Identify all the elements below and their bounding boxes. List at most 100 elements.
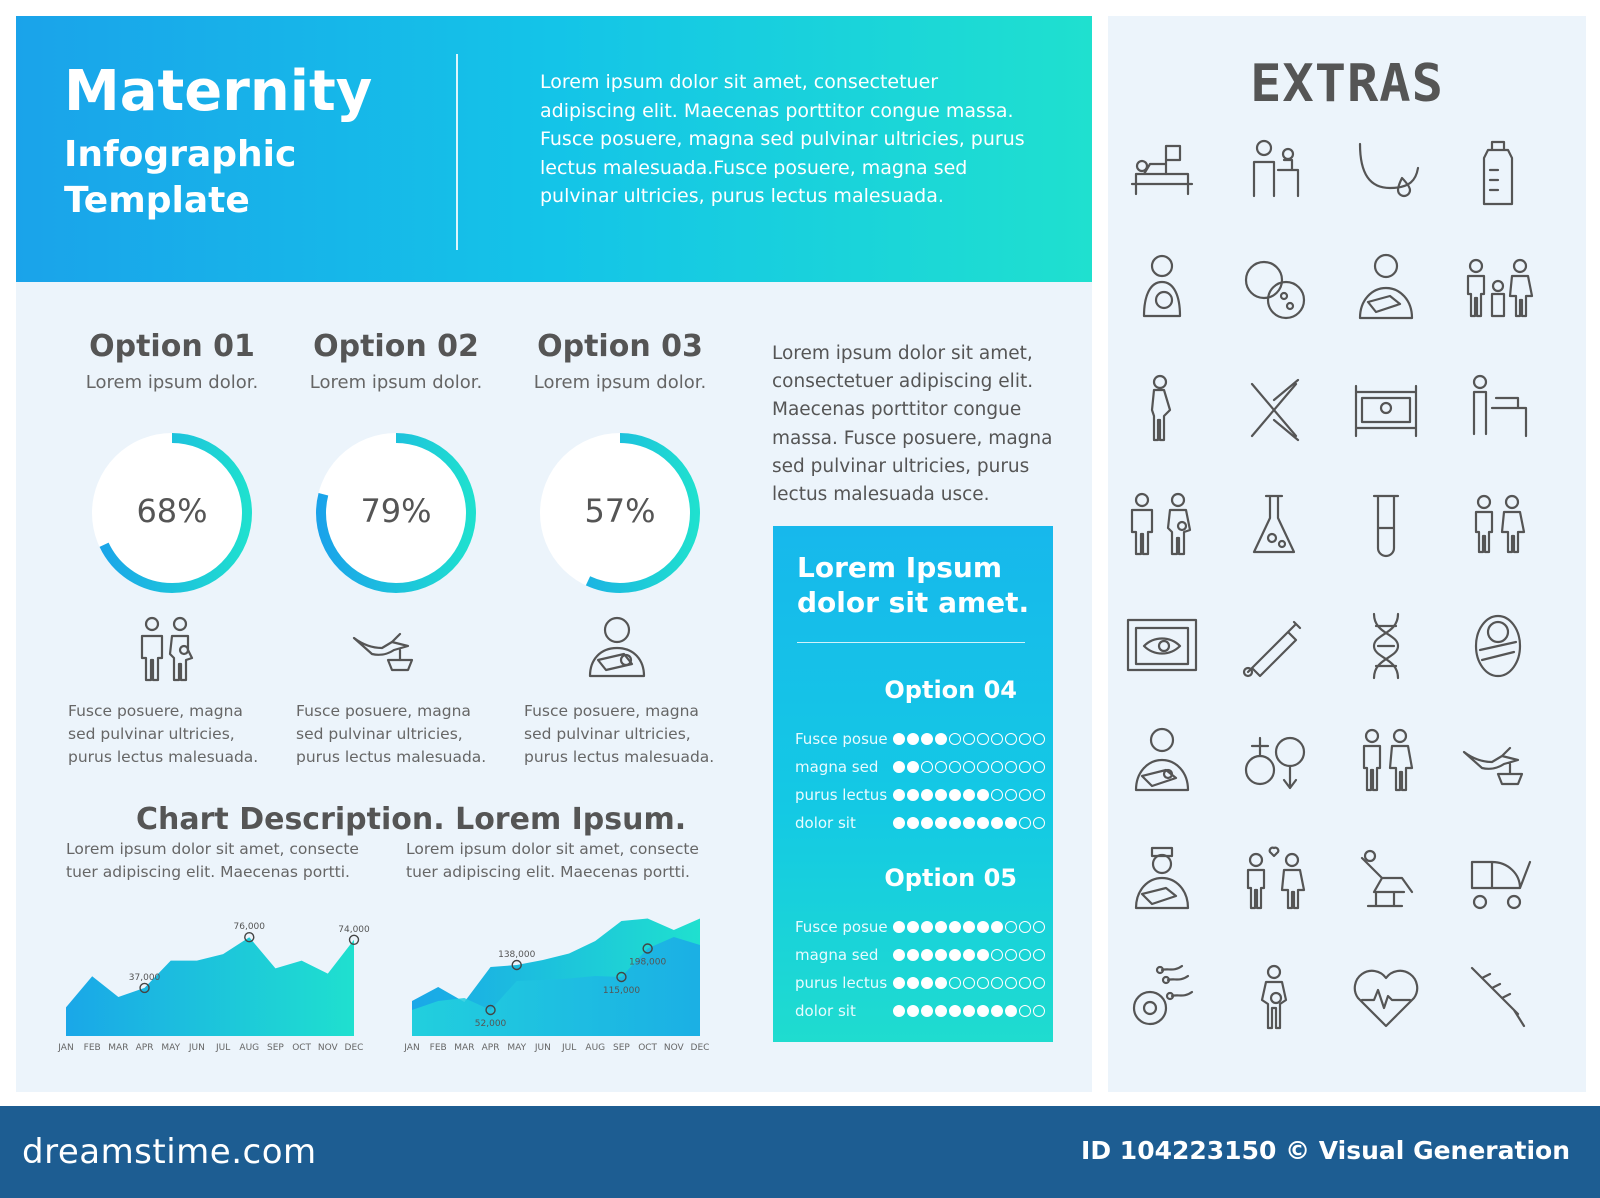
rating-dot — [893, 789, 905, 801]
rating-dot — [1005, 789, 1017, 801]
option-05-title: Option 05 — [884, 864, 1017, 892]
rating-dot — [991, 1005, 1003, 1017]
rating-dot — [1005, 949, 1017, 961]
rating-dot — [949, 733, 961, 745]
rating-dot — [907, 761, 919, 773]
title-line-1: Maternity — [64, 59, 373, 124]
rating-dot — [949, 949, 961, 961]
rating-dot — [1019, 817, 1031, 829]
rating-dot — [963, 761, 975, 773]
rating-dots — [893, 1005, 1045, 1017]
rating-dot — [1019, 921, 1031, 933]
rating-dot — [921, 949, 933, 961]
ring-progress — [316, 433, 476, 593]
rating-dot — [921, 977, 933, 989]
annotation-point — [485, 1004, 496, 1016]
rating-dot — [893, 1005, 905, 1017]
x-tick-label: SEP — [267, 1043, 284, 1053]
annotation-label: 52,000 — [475, 1019, 507, 1029]
pregnant-couple-icon — [1130, 492, 1192, 556]
pregnant-woman-icon — [1142, 254, 1182, 318]
rating-dot — [907, 789, 919, 801]
rating-dot — [907, 733, 919, 745]
rating-dot — [963, 733, 975, 745]
man-woman-icon — [1362, 728, 1414, 792]
option-03: Option 03 Lorem ipsum dolor. — [520, 328, 720, 393]
rating-dot — [991, 789, 1003, 801]
x-tick-label: JUL — [215, 1043, 230, 1053]
rating-dot — [991, 817, 1003, 829]
rating-dot — [977, 1005, 989, 1017]
rating-dot — [963, 817, 975, 829]
rating-dot — [935, 817, 947, 829]
annotation-label: 138,000 — [498, 950, 535, 960]
rating-row-label: dolor sit — [795, 1002, 856, 1020]
rating-dot — [991, 921, 1003, 933]
love-couple-icon — [1246, 846, 1306, 910]
x-tick-label: NOV — [664, 1043, 685, 1053]
x-tick-label: JUN — [534, 1043, 551, 1053]
rating-dot — [1033, 977, 1045, 989]
area-chart-left: JAN FEB MAR APR MAY JUN JUL AUG SEP OCT NOV DEC 37,0… — [57, 922, 370, 1053]
progress-value: 57% — [584, 492, 656, 530]
rating-dot — [1019, 761, 1031, 773]
rating-dot — [1019, 733, 1031, 745]
chromosome-icon — [1250, 378, 1300, 442]
option-1-text: Fusce posuere, magna sed pulvinar ultric… — [68, 702, 259, 766]
x-tick-label: JUN — [188, 1043, 205, 1053]
option-01: Option 01 Lorem ipsum dolor. — [72, 328, 272, 393]
heartbeat-icon — [1353, 969, 1419, 1028]
ultrasound-icon — [1126, 618, 1198, 672]
rating-dot — [893, 977, 905, 989]
couple-icon — [1474, 494, 1526, 554]
chart-section-title: Chart Description. Lorem Ipsum. — [136, 802, 687, 837]
footer-logo[interactable]: dreamstime.com — [22, 1132, 317, 1172]
x-tick-label: FEB — [84, 1043, 101, 1053]
rating-dot — [921, 789, 933, 801]
option-title: Option 03 — [537, 329, 703, 364]
dna-icon — [1372, 612, 1400, 680]
rating-dot — [935, 921, 947, 933]
rating-row-label: Fusce posue — [795, 730, 888, 748]
x-tick-label: FEB — [430, 1043, 447, 1053]
rating-dot — [907, 1005, 919, 1017]
extras-panel: EXTRAS — [1108, 16, 1586, 1092]
rating-dot — [949, 789, 961, 801]
annotation-point — [642, 943, 653, 954]
rating-dot — [921, 733, 933, 745]
rating-dots — [893, 949, 1045, 961]
title-line-3: Template — [64, 180, 250, 221]
x-tick-label: OCT — [292, 1043, 311, 1053]
rating-dots — [893, 733, 1045, 745]
rating-dot — [977, 977, 989, 989]
x-tick-label: AUG — [585, 1043, 605, 1053]
rating-dot — [949, 921, 961, 933]
header-text: Lorem ipsum dolor sit amet, consectetuer… — [540, 71, 1025, 207]
x-tick-label: NOV — [318, 1043, 339, 1053]
x-tick-label: MAR — [454, 1043, 474, 1053]
rating-dot — [949, 761, 961, 773]
rating-dot — [1019, 949, 1031, 961]
rating-dots — [893, 789, 1045, 801]
option-02: Option 02 Lorem ipsum dolor. — [296, 328, 496, 393]
injection-icon — [1470, 966, 1526, 1028]
x-tick-label: JUL — [561, 1043, 576, 1053]
rating-dot — [977, 733, 989, 745]
annotation-label: 76,000 — [234, 922, 266, 932]
option-title: Option 02 — [313, 329, 479, 364]
rating-dot — [921, 1005, 933, 1017]
x-tick-label: JAN — [403, 1043, 419, 1053]
rating-dot — [991, 949, 1003, 961]
progress-ring-2 — [316, 433, 476, 593]
rating-dot — [935, 949, 947, 961]
x-tick-label: MAR — [108, 1043, 128, 1053]
rating-dot — [977, 921, 989, 933]
test-tube-icon — [1372, 494, 1400, 558]
rating-dot — [893, 949, 905, 961]
rating-divider — [797, 642, 1025, 643]
nursing-mother-icon — [1134, 727, 1190, 792]
footer-bar: dreamstime.com ID 104223150 © Visual Gen… — [0, 1106, 1600, 1198]
stork-icon — [1462, 746, 1524, 786]
rating-dot — [1019, 977, 1031, 989]
area-chart-right: JAN FEB MAR APR MAY JUN JUL AUG SEP OCT NOV DEC 52,0… — [403, 918, 709, 1053]
